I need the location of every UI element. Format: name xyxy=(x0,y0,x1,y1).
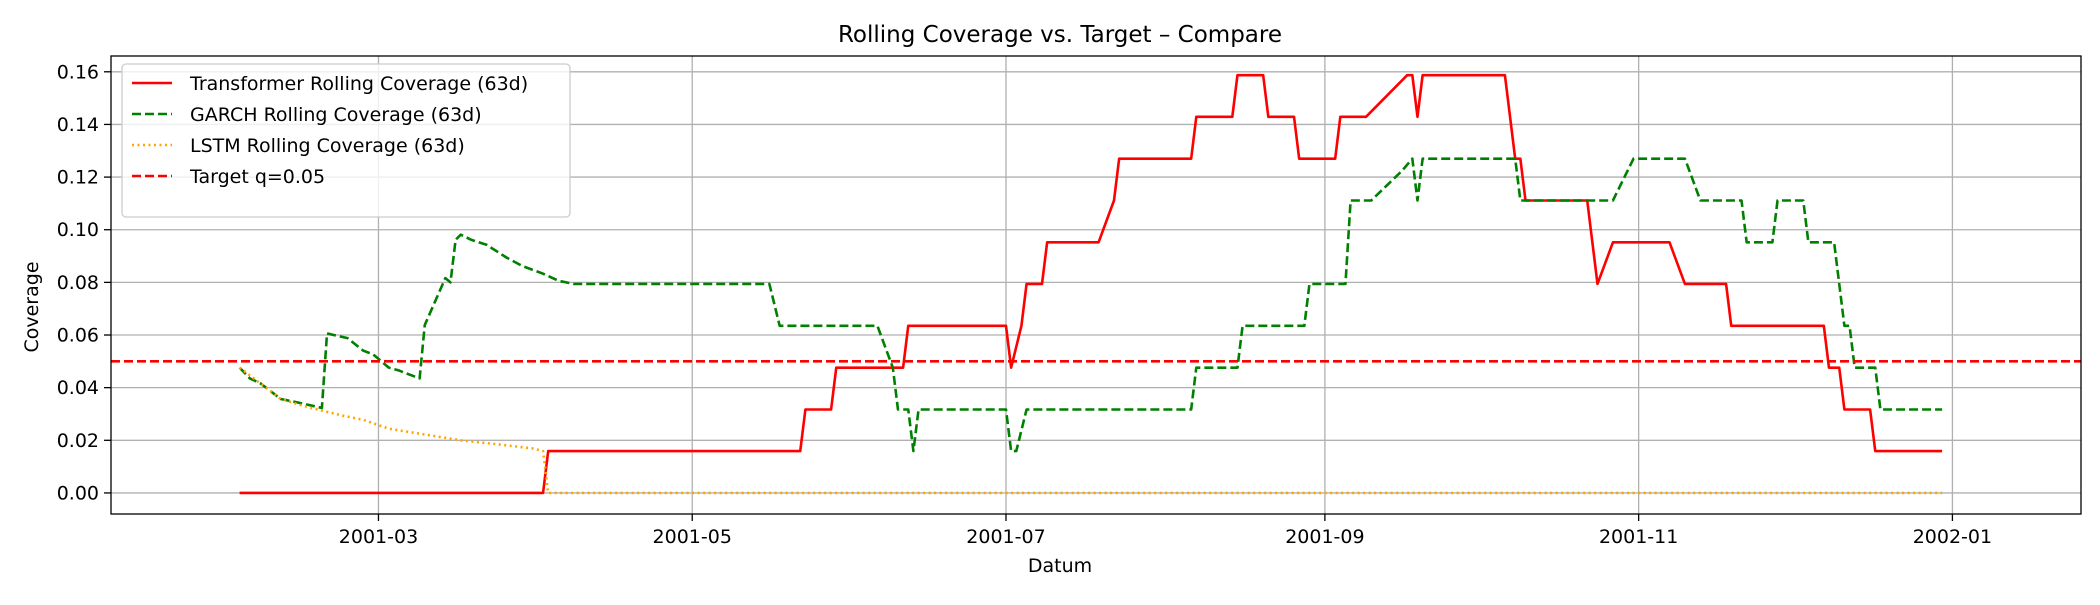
legend-label: GARCH Rolling Coverage (63d) xyxy=(190,104,482,126)
axis-ticks: 2001-03 2001-05 2001-07 2001-09 2001-11 2002-… xyxy=(57,61,1992,548)
y-tick-label: 0.06 xyxy=(57,325,99,347)
series-line-transformer-rolling-coverage-63d xyxy=(239,73,1943,495)
y-tick-label: 0.04 xyxy=(57,377,99,399)
y-axis-label: Coverage xyxy=(21,261,43,352)
y-tick-label: 0.02 xyxy=(57,430,99,452)
y-tick-label: 0.10 xyxy=(57,219,99,241)
x-tick-label: 2002-01 xyxy=(1913,526,1992,548)
x-tick-label: 2001-11 xyxy=(1599,526,1678,548)
x-tick-label: 2001-05 xyxy=(653,526,732,548)
legend-label: Transformer Rolling Coverage (63d) xyxy=(189,73,528,95)
y-tick-label: 0.16 xyxy=(57,61,99,83)
plot-frame xyxy=(110,55,2082,515)
series-line-lstm-rolling-coverage-63d xyxy=(238,366,1943,495)
legend-box xyxy=(121,63,571,218)
legend-label: LSTM Rolling Coverage (63d) xyxy=(190,135,465,157)
x-tick-label: 2001-07 xyxy=(966,526,1045,548)
y-tick-label: 0.14 xyxy=(57,114,99,136)
chart-title: Rolling Coverage vs. Target – Compare xyxy=(838,22,1282,48)
series-line-garch-rolling-coverage-63d xyxy=(238,157,1943,453)
y-tick-label: 0.00 xyxy=(57,482,99,504)
y-tick-label: 0.08 xyxy=(57,272,99,294)
y-tick-label: 0.12 xyxy=(57,167,99,189)
x-axis-label: Datum xyxy=(1028,555,1092,577)
series-group xyxy=(111,73,2081,495)
legend: Transformer Rolling Coverage (63d) GARCH … xyxy=(121,63,571,218)
x-tick-label: 2001-03 xyxy=(339,526,418,548)
legend-label: Target q=0.05 xyxy=(189,166,325,188)
x-tick-label: 2001-09 xyxy=(1285,526,1364,548)
